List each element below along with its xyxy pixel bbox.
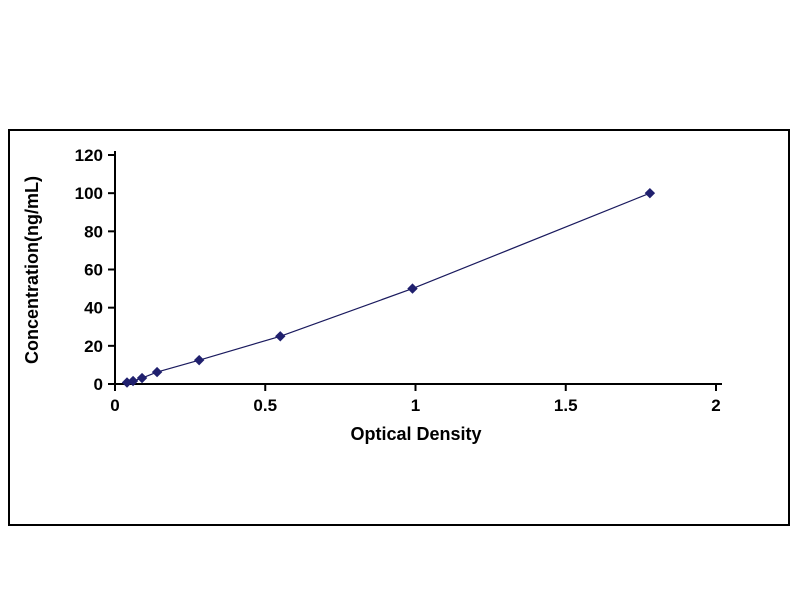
y-tick-label: 120: [75, 146, 103, 165]
x-axis-label: Optical Density: [350, 424, 481, 444]
x-tick-label: 1: [411, 396, 420, 415]
y-axis-label: Concentration(ng/mL): [22, 176, 42, 364]
y-tick-label: 40: [84, 299, 103, 318]
data-point-marker: [151, 366, 163, 378]
x-tick-label: 1.5: [554, 396, 578, 415]
x-tick-label: 2: [711, 396, 720, 415]
data-point-marker: [136, 372, 148, 384]
y-tick-label: 80: [84, 222, 103, 241]
chart-frame: [8, 129, 790, 526]
data-point-marker: [193, 354, 205, 366]
y-tick-label: 60: [84, 261, 103, 280]
data-point-marker: [407, 283, 418, 294]
data-point-marker: [644, 187, 656, 199]
x-tick-label: 0: [110, 396, 119, 415]
y-tick-label: 20: [84, 337, 103, 356]
data-point-marker: [127, 375, 139, 387]
y-tick-label: 0: [94, 375, 103, 394]
y-tick-label: 100: [75, 184, 103, 203]
data-point-marker: [275, 331, 286, 342]
data-line: [126, 192, 651, 384]
x-tick-label: 0.5: [253, 396, 277, 415]
